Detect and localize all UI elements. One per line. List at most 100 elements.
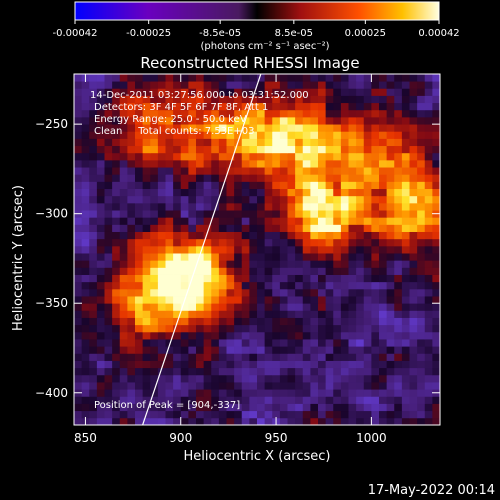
heatmap-cell: [104, 339, 113, 347]
heatmap-cell: [234, 374, 243, 383]
heatmap-cell: [165, 288, 174, 297]
heatmap-cell: [196, 145, 205, 154]
heatmap-cell: [371, 202, 380, 211]
heatmap-cell: [81, 288, 90, 297]
heatmap-cell: [241, 245, 250, 254]
heatmap-cell: [379, 396, 388, 404]
heatmap-cell: [226, 102, 235, 111]
heatmap-cell: [356, 324, 365, 333]
heatmap-cell: [104, 296, 113, 304]
heatmap-cell: [325, 152, 334, 161]
heatmap-cell: [371, 95, 380, 104]
heatmap-cell: [409, 238, 418, 247]
heatmap-cell: [257, 389, 266, 397]
heatmap-cell: [424, 331, 433, 340]
heatmap-cell: [333, 217, 342, 225]
heatmap-cell: [226, 74, 235, 82]
heatmap-cell: [188, 317, 197, 326]
heatmap-cell: [310, 188, 319, 197]
heatmap-cell: [218, 303, 227, 311]
heatmap-cell: [89, 296, 98, 304]
heatmap-cell: [81, 253, 90, 261]
heatmap-cell: [409, 88, 418, 96]
heatmap-cell: [287, 159, 296, 168]
heatmap-cell: [287, 410, 296, 419]
heatmap-cell: [81, 410, 90, 419]
heatmap-cell: [363, 167, 372, 175]
heatmap-cell: [241, 224, 250, 232]
heatmap-cell: [371, 360, 380, 369]
heatmap-cell: [203, 389, 212, 397]
heatmap-cell: [249, 339, 258, 347]
heatmap-cell: [333, 274, 342, 283]
heatmap-cell: [409, 124, 418, 132]
heatmap-cell: [310, 274, 319, 283]
heatmap-cell: [119, 217, 128, 225]
heatmap-cell: [112, 238, 121, 247]
heatmap-cell: [272, 210, 281, 218]
heatmap-cell: [287, 224, 296, 232]
heatmap-cell: [409, 324, 418, 333]
heatmap-cell: [257, 195, 266, 204]
heatmap-cell: [249, 88, 258, 96]
heatmap-cell: [81, 202, 90, 211]
heatmap-cell: [196, 296, 205, 304]
heatmap-cell: [173, 181, 182, 190]
heatmap-cell: [119, 210, 128, 218]
heatmap-cell: [180, 124, 189, 132]
heatmap-cell: [173, 260, 182, 268]
heatmap-cell: [287, 131, 296, 139]
heatmap-cell: [432, 102, 440, 111]
heatmap-cell: [119, 310, 128, 318]
heatmap-cell: [135, 274, 144, 283]
heatmap-cell: [89, 159, 98, 168]
heatmap-cell: [272, 202, 281, 211]
heatmap-cell: [150, 238, 159, 247]
heatmap-cell: [432, 260, 440, 268]
heatmap-cell: [112, 152, 121, 161]
heatmap-cell: [234, 116, 243, 125]
heatmap-cell: [279, 267, 288, 275]
heatmap-cell: [386, 159, 395, 168]
heatmap-cell: [333, 224, 342, 232]
heatmap-cell: [379, 231, 388, 240]
heatmap-cell: [340, 353, 349, 361]
heatmap-cell: [302, 188, 311, 197]
heatmap-cell: [318, 131, 327, 139]
heatmap-cell: [287, 360, 296, 369]
heatmap-cell: [333, 102, 342, 111]
heatmap-cell: [279, 138, 288, 147]
heatmap-cell: [196, 138, 205, 147]
heatmap-cell: [318, 145, 327, 154]
heatmap-cell: [363, 124, 372, 132]
heatmap-cell: [211, 303, 220, 311]
heatmap-cell: [142, 417, 151, 425]
heatmap-cell: [165, 145, 174, 154]
heatmap-cell: [310, 382, 319, 390]
heatmap-cell: [157, 124, 166, 132]
heatmap-cell: [188, 410, 197, 419]
heatmap-cell: [173, 267, 182, 275]
heatmap-cell: [249, 410, 258, 419]
heatmap-cell: [356, 131, 365, 139]
heatmap-cell: [89, 260, 98, 268]
heatmap-cell: [89, 367, 98, 376]
heatmap-cell: [249, 324, 258, 333]
heatmap-cell: [89, 324, 98, 333]
heatmap-cell: [127, 116, 136, 125]
heatmap-cell: [234, 181, 243, 190]
heatmap-cell: [363, 331, 372, 340]
heatmap-cell: [249, 195, 258, 204]
heatmap-cell: [371, 88, 380, 96]
heatmap-cell: [211, 181, 220, 190]
heatmap-cell: [135, 81, 144, 89]
heatmap-cell: [234, 195, 243, 204]
heatmap-cell: [348, 403, 357, 412]
heatmap-cell: [356, 367, 365, 376]
heatmap-cell: [310, 152, 319, 161]
heatmap-cell: [89, 274, 98, 283]
heatmap-cell: [150, 224, 159, 232]
heatmap-cell: [173, 195, 182, 204]
heatmap-cell: [379, 417, 388, 425]
heatmap-cell: [241, 217, 250, 225]
